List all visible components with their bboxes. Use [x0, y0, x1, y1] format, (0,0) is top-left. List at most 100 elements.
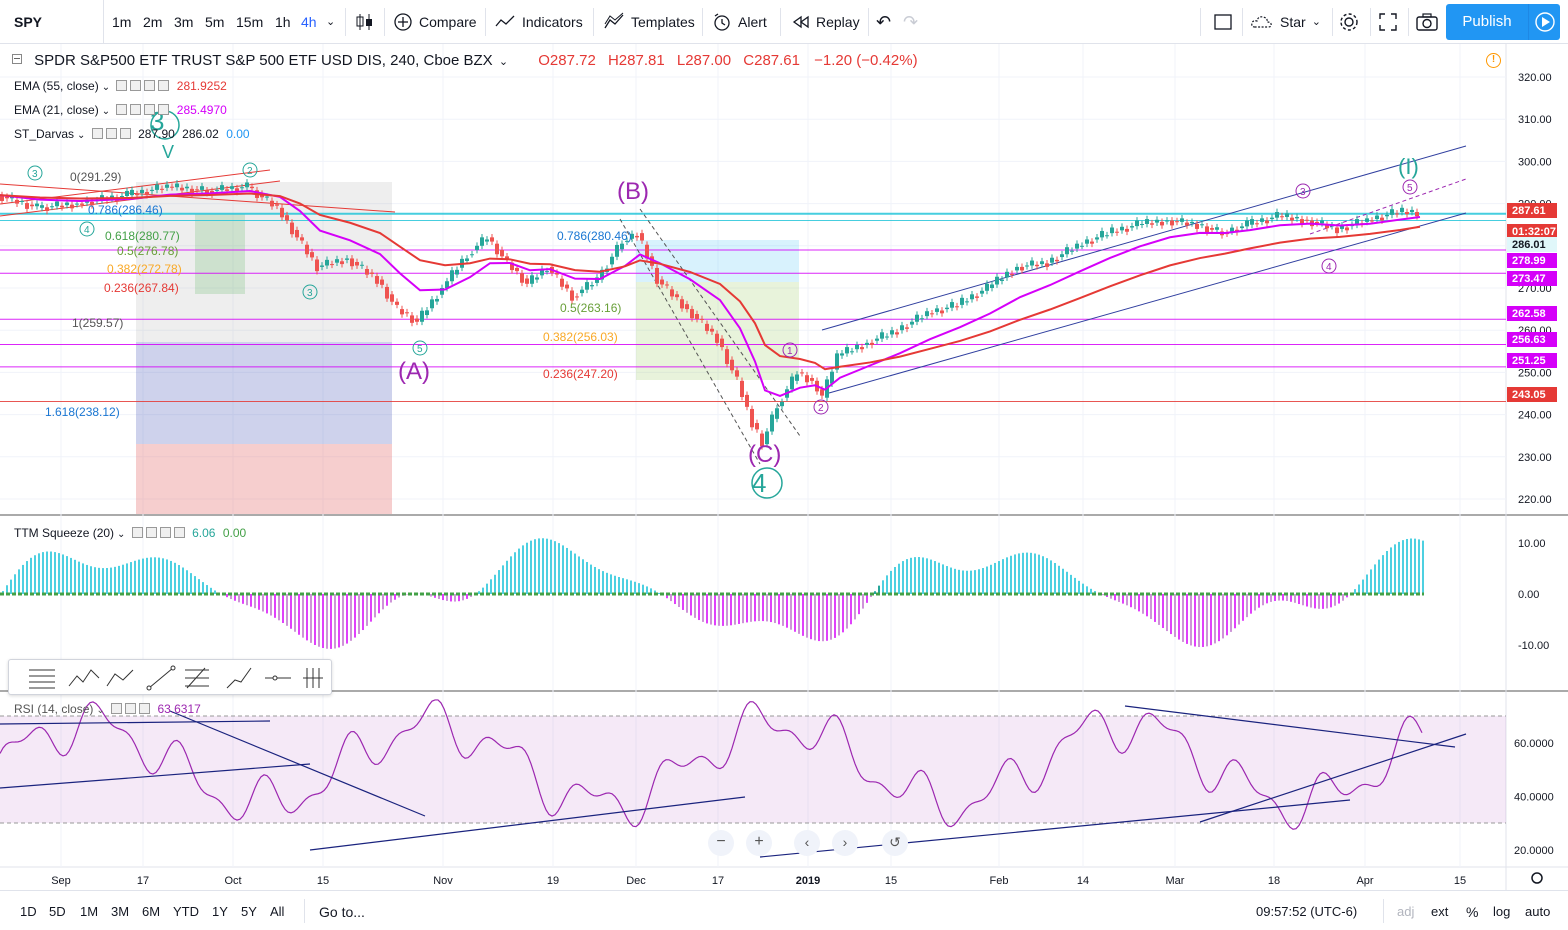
study-ema55[interactable]: EMA (55, close) ⌄ 281.9252 — [14, 79, 227, 93]
ttm-bar — [838, 594, 840, 636]
lock-icon[interactable] — [144, 104, 156, 115]
publish-button[interactable]: Publish — [1446, 4, 1528, 40]
layout-button[interactable] — [1213, 0, 1233, 44]
eye-icon[interactable] — [91, 128, 103, 139]
percent-toggle[interactable]: % — [1466, 904, 1479, 920]
scroll-right-button[interactable]: › — [832, 830, 858, 856]
timeframe-1h[interactable]: 1h — [275, 14, 291, 30]
settings-icon[interactable] — [125, 703, 137, 714]
ttm-bar — [1058, 565, 1060, 594]
range-1y[interactable]: 1Y — [212, 904, 228, 919]
wave-circle — [1321, 258, 1337, 274]
chart-type-button[interactable] — [354, 0, 376, 44]
ttm-bar — [282, 594, 284, 623]
close-icon[interactable] — [158, 80, 170, 91]
indicators-button[interactable]: Indicators — [494, 0, 583, 44]
save-layout-button[interactable]: Star ⌄ — [1250, 0, 1321, 44]
scroll-left-button[interactable]: ‹ — [794, 830, 820, 856]
ext-toggle[interactable]: ext — [1431, 904, 1449, 919]
close-icon[interactable] — [173, 527, 185, 538]
parallel-channel-icon[interactable] — [303, 668, 323, 688]
replay-button[interactable]: Replay — [792, 0, 860, 44]
ttm-bar — [378, 594, 380, 614]
lock-icon[interactable] — [159, 527, 171, 538]
ttm-bar — [490, 579, 492, 594]
candle-body — [775, 408, 779, 419]
wave-label: 5 — [417, 344, 423, 355]
close-icon[interactable] — [158, 104, 170, 115]
templates-button[interactable]: Templates — [603, 0, 695, 44]
lock-icon[interactable] — [144, 80, 156, 91]
study-ema21[interactable]: EMA (21, close) ⌄ 285.4970 — [14, 103, 227, 117]
candle-body — [390, 294, 394, 302]
ttm-bar — [758, 594, 760, 622]
candle-body — [665, 284, 669, 286]
ttm-bar — [1282, 594, 1284, 601]
symbol-search[interactable]: SPY — [0, 0, 104, 44]
timeframe-2m[interactable]: 2m — [143, 14, 163, 30]
timeframe-5m[interactable]: 5m — [205, 14, 225, 30]
timeframe-1m[interactable]: 1m — [112, 14, 132, 30]
auto-toggle[interactable]: auto — [1525, 904, 1551, 919]
range-ytd[interactable]: YTD — [173, 904, 199, 919]
eye-icon[interactable] — [116, 80, 128, 91]
timeframe-15m[interactable]: 15m — [236, 14, 264, 30]
eye-icon[interactable] — [116, 104, 128, 115]
goto-button[interactable]: Go to... — [319, 904, 365, 920]
settings-icon[interactable] — [130, 80, 142, 91]
ttm-bar — [890, 570, 892, 594]
settings-button[interactable] — [1338, 0, 1360, 44]
settings-icon[interactable] — [130, 104, 142, 115]
range-5y[interactable]: 5Y — [241, 904, 257, 919]
study-rsi[interactable]: RSI (14, close) ⌄ 63.6317 — [14, 702, 201, 716]
ttm-bar — [902, 561, 904, 594]
adj-toggle[interactable]: adj — [1397, 904, 1415, 919]
horizontal-ray-icon[interactable] — [265, 675, 291, 681]
chevron-down-icon[interactable]: ⌄ — [498, 56, 509, 68]
lines-tool-icon[interactable] — [29, 669, 55, 689]
warning-icon[interactable]: ! — [1486, 53, 1501, 68]
fullscreen-button[interactable] — [1377, 0, 1399, 44]
undo-icon[interactable]: ↶ — [876, 12, 892, 32]
range-5d[interactable]: 5D — [49, 904, 66, 919]
range-3m[interactable]: 3M — [111, 904, 130, 919]
ttm-bar — [786, 594, 788, 628]
ttm-bar — [578, 556, 580, 594]
range-1d[interactable]: 1D — [20, 904, 37, 919]
publish-menu-button[interactable] — [1528, 4, 1560, 40]
settings-icon[interactable] — [145, 527, 157, 538]
settings-icon[interactable] — [105, 128, 117, 139]
eye-icon[interactable] — [111, 703, 123, 714]
lock-icon[interactable] — [119, 128, 131, 139]
study-st-darvas[interactable]: ST_Darvas ⌄ 287.90 286.02 0.00 — [14, 127, 250, 141]
alert-button[interactable]: Alert — [712, 0, 767, 44]
zoom-out-button[interactable]: − — [708, 830, 734, 856]
chart-area[interactable]: 0(291.29)0.786(286.46)0.618(280.77)0.5(2… — [0, 44, 1568, 890]
price-tick: 320.00 — [1518, 72, 1552, 84]
range-all[interactable]: All — [270, 904, 285, 919]
ttm-bar — [318, 594, 320, 647]
reset-chart-button[interactable]: ↺ — [882, 830, 908, 856]
snapshot-button[interactable] — [1415, 0, 1439, 44]
path-tool-icon[interactable] — [226, 667, 252, 689]
ttm-bar — [170, 560, 172, 594]
zoom-in-button[interactable]: + — [746, 830, 772, 856]
timeframe-4h[interactable]: 4h — [301, 14, 317, 30]
log-toggle[interactable]: log — [1493, 904, 1511, 919]
candle-body — [235, 188, 239, 192]
timeframe-dropdown-icon[interactable]: ⌄ — [326, 16, 336, 28]
eye-icon[interactable] — [131, 527, 143, 538]
compare-button[interactable]: Compare — [393, 0, 477, 44]
timeframe-3m[interactable]: 3m — [174, 14, 194, 30]
collapse-icon[interactable] — [12, 54, 22, 64]
range-6m[interactable]: 6M — [142, 904, 161, 919]
range-1m[interactable]: 1M — [80, 904, 99, 919]
trend-line-icon[interactable] — [146, 665, 176, 691]
lock-icon[interactable] — [139, 703, 151, 714]
elliott-correction-icon[interactable] — [106, 669, 134, 687]
redo-icon[interactable]: ↷ — [903, 12, 919, 32]
ttm-bar — [230, 594, 232, 600]
elliott-impulse-icon[interactable] — [68, 669, 100, 687]
fib-retracement-icon[interactable] — [185, 667, 209, 689]
study-ttm-squeeze[interactable]: TTM Squeeze (20) ⌄ 6.06 0.00 — [14, 526, 247, 540]
